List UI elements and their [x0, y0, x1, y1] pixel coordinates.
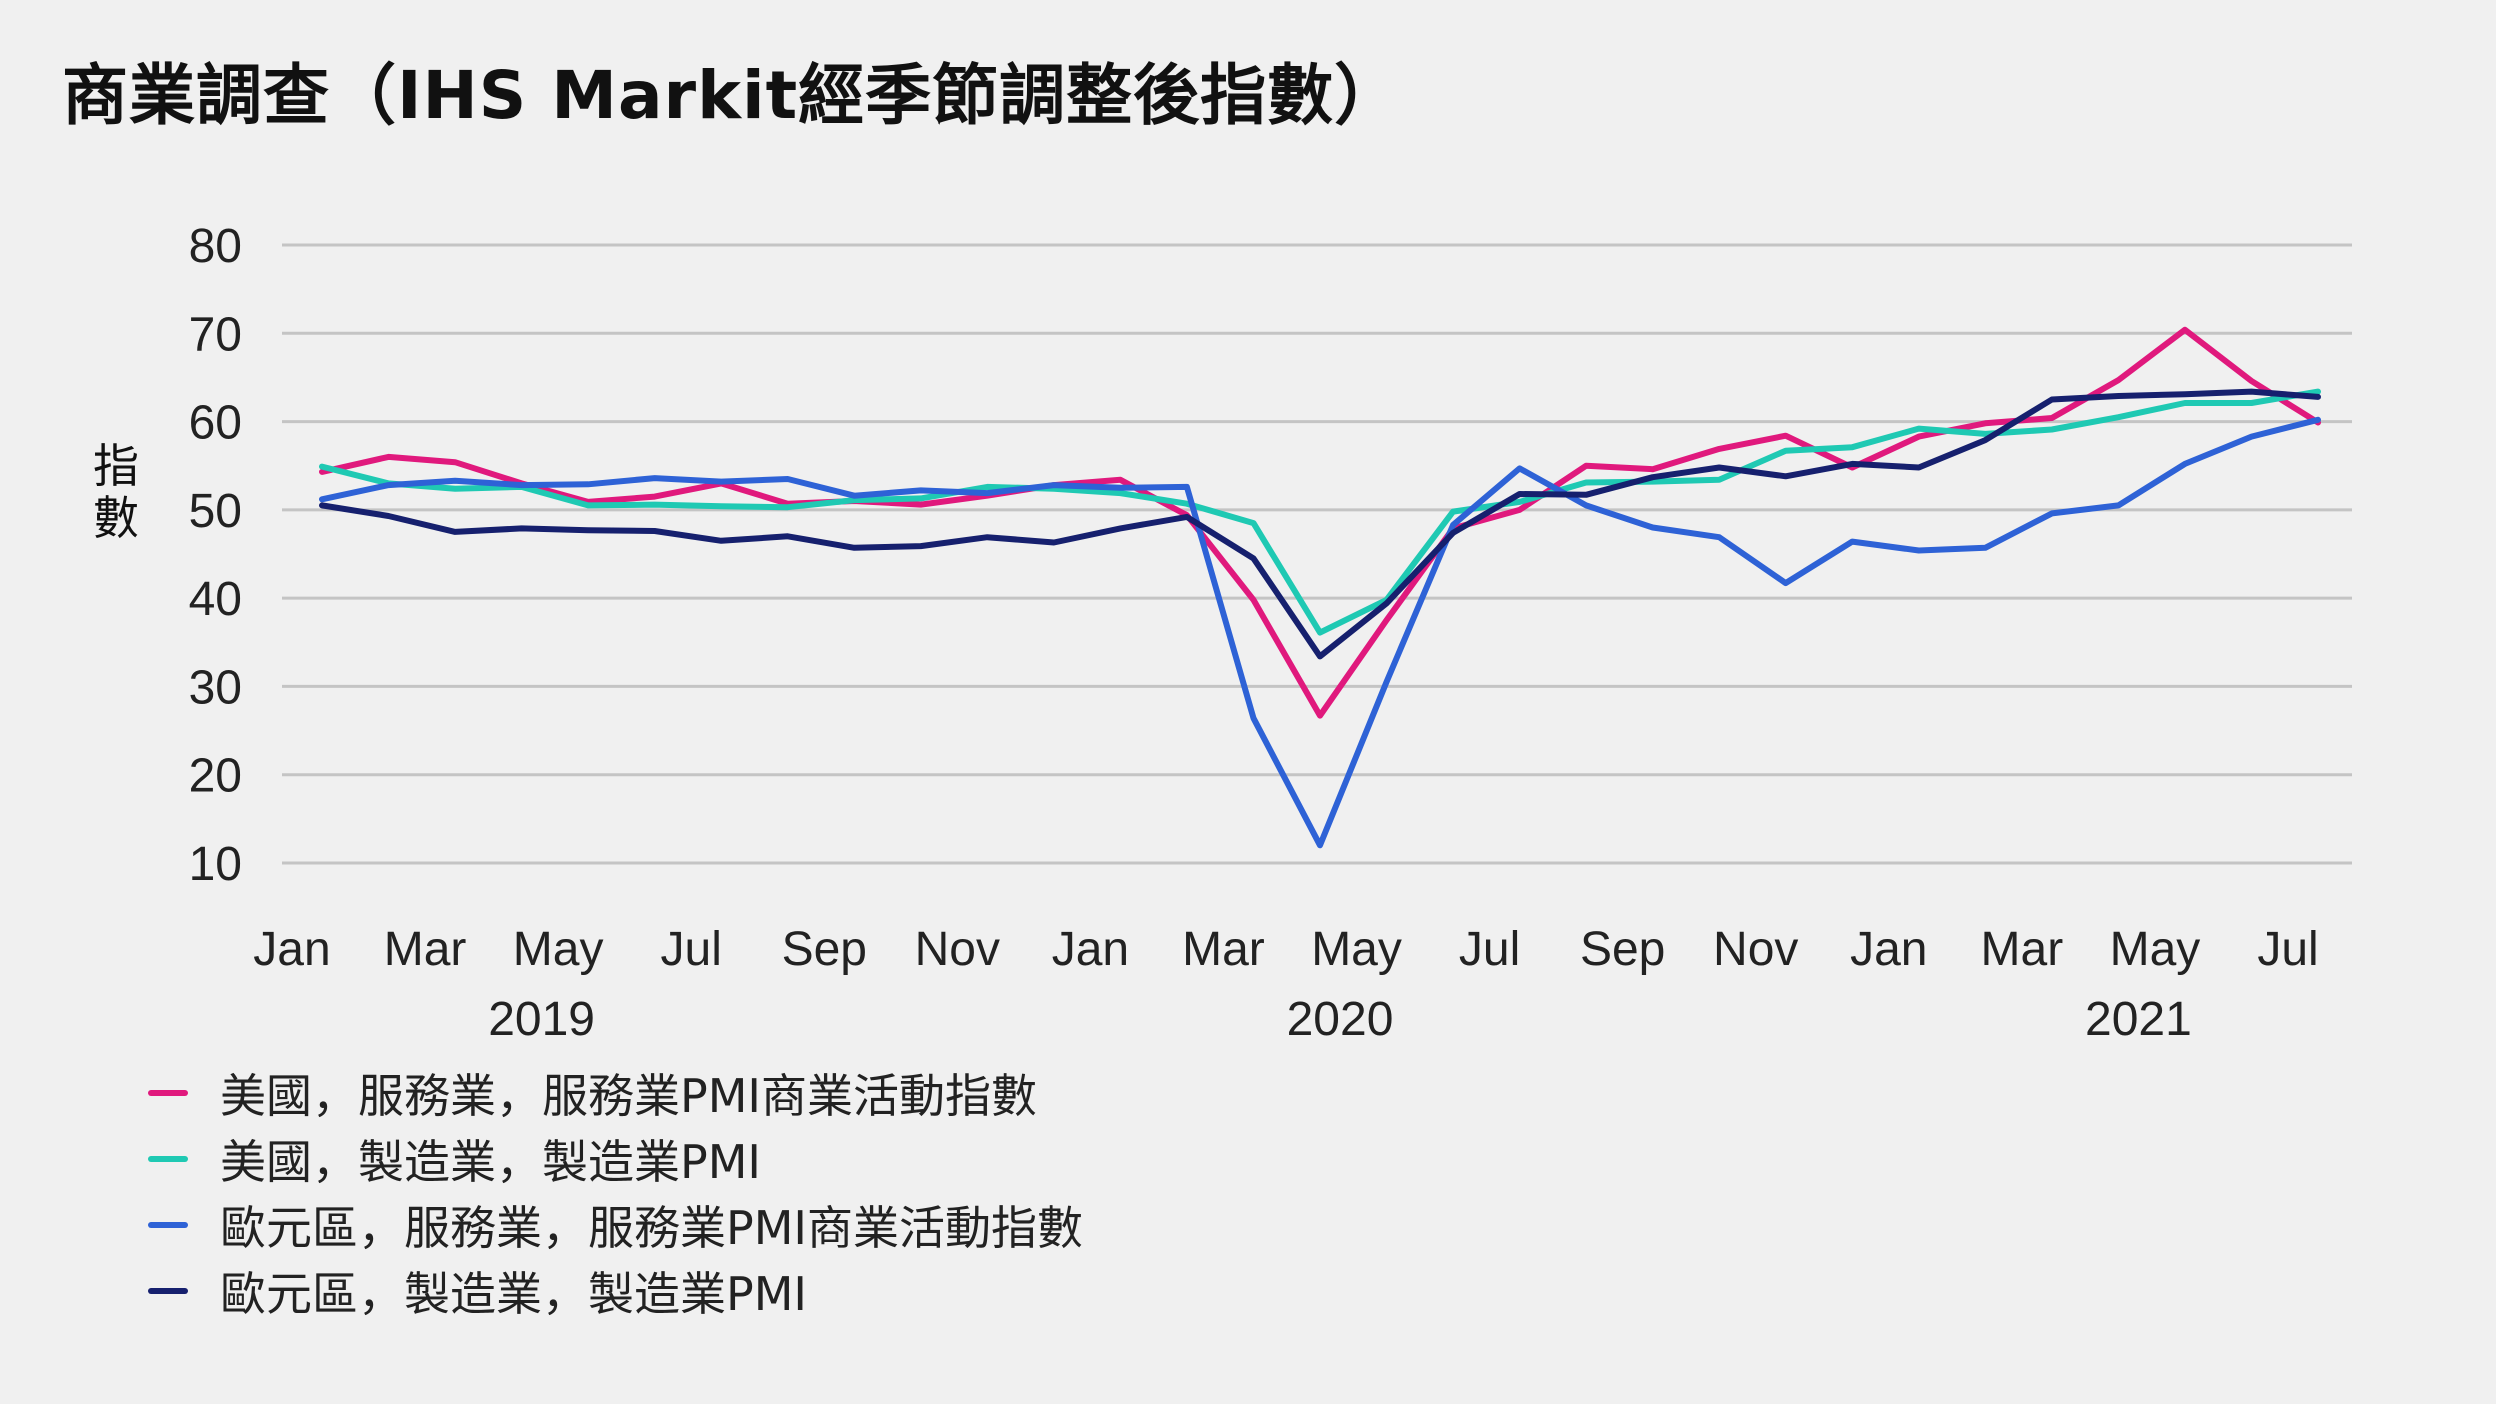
- legend-swatch: [148, 1090, 188, 1096]
- legend-item: 歐元區，製造業，製造業PMI: [148, 1258, 1083, 1324]
- x-tick-label: Jan: [253, 923, 330, 976]
- x-tick-label: May: [1311, 923, 1402, 976]
- legend-label: 歐元區，製造業，製造業PMI: [220, 1267, 807, 1321]
- x-tick-label: Sep: [782, 923, 867, 976]
- legend-label: 美國，服務業，服務業PMI商業活動指數: [220, 1069, 1037, 1123]
- legend-label: 歐元區，服務業，服務業PMI商業活動指數: [220, 1201, 1083, 1255]
- legend-item: 美國，製造業，製造業PMI: [148, 1126, 1083, 1192]
- legend-swatch: [148, 1222, 188, 1228]
- y-axis-label-char: 指: [93, 439, 139, 493]
- x-tick-label: Jul: [661, 923, 722, 976]
- legend-item: 歐元區，服務業，服務業PMI商業活動指數: [148, 1192, 1083, 1258]
- y-tick-label: 20: [189, 750, 242, 803]
- x-tick-label: Jan: [1850, 923, 1927, 976]
- y-tick-label: 80: [189, 220, 242, 273]
- x-tick-label: Nov: [1713, 923, 1798, 976]
- x-tick-label: Jan: [1052, 923, 1129, 976]
- y-tick-label: 40: [189, 573, 242, 626]
- year-label: 2021: [2085, 993, 2192, 1046]
- series-line: [319, 388, 2321, 636]
- x-tick-label: Sep: [1580, 923, 1665, 976]
- x-tick-label: Jul: [2257, 923, 2318, 976]
- x-tick-label: Jul: [1459, 923, 1520, 976]
- y-axis-label: 指數: [88, 440, 144, 544]
- year-label: 2019: [488, 993, 595, 1046]
- y-tick-label: 50: [189, 485, 242, 538]
- y-axis-label-char: 數: [93, 491, 139, 545]
- series-line: [319, 326, 2321, 719]
- y-tick-label: 10: [189, 838, 242, 891]
- series-lines: [319, 326, 2321, 849]
- y-tick-label: 70: [189, 308, 242, 361]
- x-tick-label: Mar: [1981, 923, 2064, 976]
- grid-lines: [282, 243, 2352, 865]
- legend-swatch: [148, 1288, 188, 1294]
- line-chart: 80 70 60 50 40 30 20 10 Jan Mar May Jul Sep Nov Jan Ma…: [189, 220, 2352, 1046]
- x-tick-label: Nov: [915, 923, 1000, 976]
- year-label: 2020: [1287, 993, 1394, 1046]
- x-axis-ticks: Jan Mar May Jul Sep Nov Jan Mar May Jul Sep Nov Jan M…: [253, 923, 2318, 976]
- legend-item: 美國，服務業，服務業PMI商業活動指數: [148, 1060, 1083, 1126]
- series-line: [319, 416, 2321, 849]
- legend-label: 美國，製造業，製造業PMI: [220, 1135, 761, 1189]
- legend: 美國，服務業，服務業PMI商業活動指數 美國，製造業，製造業PMI 歐元區，服務業，…: [148, 1060, 1083, 1324]
- chart-title: 商業調查（IHS Markit經季節調整後指數）: [62, 57, 1402, 134]
- x-tick-label: Mar: [1182, 923, 1265, 976]
- x-tick-label: Mar: [384, 923, 467, 976]
- x-tick-label: May: [2110, 923, 2201, 976]
- year-labels: 2019 2020 2021: [488, 993, 2192, 1046]
- y-tick-label: 30: [189, 661, 242, 714]
- series-line: [319, 388, 2321, 660]
- legend-swatch: [148, 1156, 188, 1162]
- y-axis-ticks: 80 70 60 50 40 30 20 10: [189, 220, 242, 891]
- y-tick-label: 60: [189, 397, 242, 450]
- x-tick-label: May: [513, 923, 604, 976]
